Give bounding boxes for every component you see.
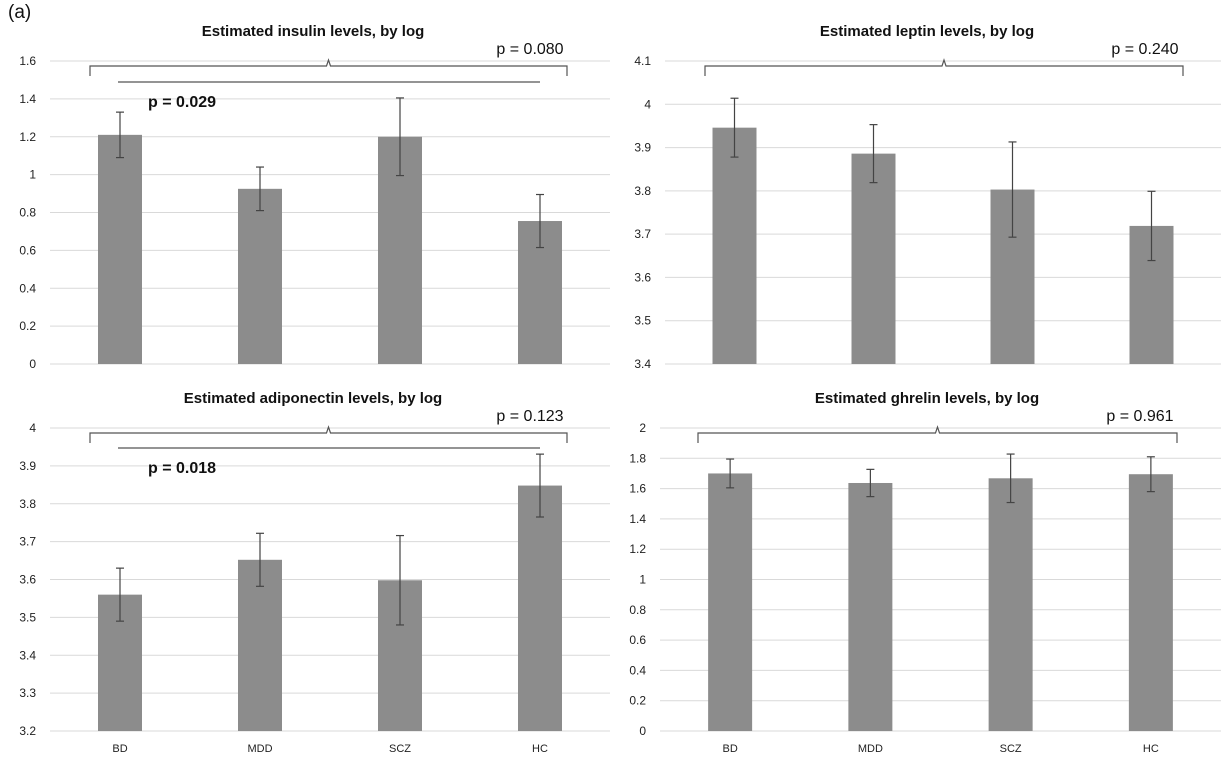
- y-tick-label: 3.9: [19, 459, 36, 473]
- significance-bracket: [704, 58, 1184, 76]
- y-tick-label: 0.2: [629, 694, 646, 708]
- figure-label: (a): [8, 2, 32, 23]
- bar: [1128, 474, 1173, 731]
- y-tick-label: 0.2: [19, 319, 36, 333]
- y-tick-label: 1.4: [629, 512, 646, 526]
- y-tick-label: 1.8: [629, 451, 646, 465]
- x-category-label: HC: [1143, 743, 1159, 755]
- y-tick-label: 3.3: [19, 686, 36, 700]
- chart-title: Estimated leptin levels, by log: [820, 23, 1034, 40]
- p-value-overall: p = 0.123: [496, 408, 563, 425]
- y-tick-label: 4: [644, 97, 651, 111]
- y-tick-label: 1.2: [629, 542, 646, 556]
- y-tick-label: 3.5: [19, 610, 36, 624]
- y-tick-label: 1.6: [19, 54, 36, 68]
- y-tick-label: 3.7: [19, 535, 36, 549]
- y-tick-label: 3.2: [19, 724, 36, 738]
- bar: [518, 485, 562, 731]
- chart-title: Estimated adiponectin levels, by log: [184, 390, 442, 407]
- bar: [708, 473, 753, 731]
- y-tick-label: 3.6: [634, 270, 651, 284]
- bar: [851, 153, 896, 364]
- p-value-overall: p = 0.080: [496, 41, 563, 58]
- y-tick-label: 1.4: [19, 92, 36, 106]
- x-category-label: SCZ: [389, 743, 411, 755]
- y-tick-label: 0.4: [19, 281, 36, 295]
- y-tick-label: 2: [639, 421, 646, 435]
- bar: [238, 559, 282, 731]
- x-category-label: BD: [722, 743, 737, 755]
- p-value-overall: p = 0.961: [1106, 408, 1173, 425]
- chart-panel: 0 0.2 0.4 0.6 0.8 1 1.2 1.4 1.6 Estimated insulin…: [19, 23, 610, 371]
- y-tick-label: 4.1: [634, 54, 651, 68]
- y-tick-label: 1: [29, 168, 36, 182]
- chart-panel: 3.2 3.3 3.4 3.5 3.6 3.7 3.8 3.9 4 BD MDD SCZ HC Estim…: [19, 390, 610, 755]
- y-tick-label: 3.6: [19, 573, 36, 587]
- x-category-label: MDD: [247, 743, 272, 755]
- x-category-label: BD: [112, 743, 127, 755]
- significance-bracket: [697, 425, 1178, 443]
- y-tick-label: 0.6: [19, 243, 36, 257]
- y-tick-label: 4: [29, 421, 36, 435]
- bar: [712, 127, 757, 364]
- y-tick-label: 3.4: [19, 648, 36, 662]
- y-tick-label: 3.8: [19, 497, 36, 511]
- bar: [848, 482, 893, 731]
- significance-bracket: [89, 425, 568, 443]
- bar: [238, 188, 282, 364]
- y-tick-label: 0.8: [19, 206, 36, 220]
- x-category-label: HC: [532, 743, 548, 755]
- y-tick-label: 3.7: [634, 227, 651, 241]
- y-tick-label: 0: [29, 357, 36, 371]
- chart-panel: 3.4 3.5 3.6 3.7 3.8 3.9 4 4.1 Estimated leptin l…: [634, 23, 1221, 371]
- p-value-pairwise: p = 0.018: [148, 460, 216, 477]
- y-tick-label: 3.9: [634, 141, 651, 155]
- y-tick-label: 1: [639, 573, 646, 587]
- y-tick-label: 0.8: [629, 603, 646, 617]
- y-tick-label: 3.5: [634, 314, 651, 328]
- y-tick-label: 0.6: [629, 633, 646, 647]
- x-category-label: MDD: [858, 743, 883, 755]
- y-tick-label: 3.8: [634, 184, 651, 198]
- y-tick-label: 1.6: [629, 482, 646, 496]
- bar: [988, 478, 1033, 731]
- p-value-overall: p = 0.240: [1111, 41, 1178, 58]
- chart-title: Estimated ghrelin levels, by log: [815, 390, 1039, 407]
- x-category-label: SCZ: [1000, 743, 1022, 755]
- significance-bracket: [89, 58, 568, 76]
- y-tick-label: 0: [639, 724, 646, 738]
- y-tick-label: 0.4: [629, 663, 646, 677]
- p-value-pairwise: p = 0.029: [148, 94, 216, 111]
- chart-panel: 0 0.2 0.4 0.6 0.8 1 1.2 1.4 1.6 1.8 2 BD MDD SCZ HC Est…: [629, 390, 1221, 755]
- chart-title: Estimated insulin levels, by log: [202, 23, 425, 40]
- bar: [98, 134, 142, 364]
- y-tick-label: 1.2: [19, 130, 36, 144]
- y-tick-label: 3.4: [634, 357, 651, 371]
